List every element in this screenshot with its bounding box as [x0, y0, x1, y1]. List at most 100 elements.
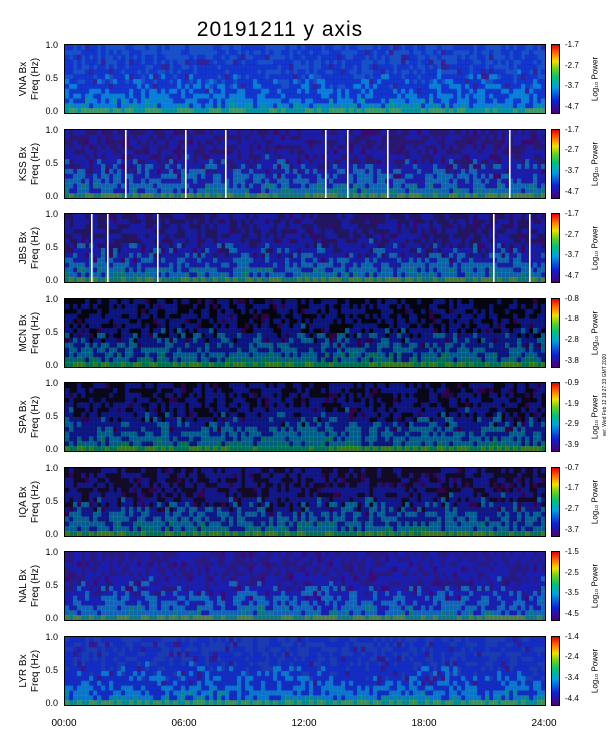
spectrogram-cell [109, 49, 114, 56]
spectrogram-cell [397, 182, 402, 189]
spectrogram-cell [445, 342, 450, 348]
spectrogram-cell [133, 88, 138, 95]
spectrogram-cell [253, 54, 258, 61]
spectrogram-cell [109, 64, 114, 70]
spectrogram-cell [497, 218, 502, 225]
spectrogram-cell [469, 233, 474, 239]
spectrogram-cell [77, 356, 82, 363]
spectrogram-cell [285, 139, 290, 145]
spectrogram-cell [165, 337, 170, 343]
spectrogram-cell [405, 322, 410, 329]
spectrogram-cell [369, 257, 374, 264]
spectrogram-cell [257, 54, 262, 61]
spectrogram-cell [349, 233, 354, 239]
spectrogram-cell [229, 308, 234, 314]
spectrogram-cell [113, 178, 118, 184]
spectrogram-cell [173, 103, 178, 109]
spectrogram-cell [537, 262, 542, 268]
spectrogram-cell [433, 178, 438, 184]
spectrogram-cell [105, 356, 110, 363]
spectrogram-cell [525, 59, 530, 65]
spectrogram-cell [169, 88, 174, 95]
spectrogram-cell [405, 272, 410, 278]
spectrogram-cell [213, 74, 218, 80]
spectrogram-cell [101, 187, 106, 194]
spectrogram-cell [189, 178, 194, 184]
spectrogram-cell [237, 223, 242, 230]
spectrogram-cell [93, 168, 98, 174]
colorbar-tick-label: -2.7 [565, 145, 579, 155]
spectrogram-cell [293, 139, 298, 145]
spectrogram-cell [69, 327, 74, 333]
spectrogram-cell [389, 178, 394, 184]
spectrogram-cell [477, 108, 482, 113]
spectrogram-cell [109, 108, 114, 113]
spectrogram-cell [321, 257, 326, 264]
spectrogram-cell [181, 257, 186, 264]
spectrogram-cell [245, 178, 250, 184]
spectrogram-cell [69, 313, 74, 319]
spectrogram-cell [125, 158, 130, 164]
spectrogram-cell [425, 347, 430, 353]
spectrogram-cell [229, 192, 234, 198]
spectrogram-cell [477, 144, 482, 150]
spectrogram-cell [149, 59, 154, 65]
spectrogram-cell [465, 238, 470, 244]
spectrogram-cell [317, 313, 322, 319]
spectrogram-cell [301, 168, 306, 174]
spectrogram-cell [521, 163, 526, 169]
spectrogram-cell [425, 98, 430, 104]
spectrogram-cell [237, 163, 242, 169]
spectrogram-cell [193, 83, 198, 90]
spectrogram-cell [121, 248, 126, 254]
spectrogram-cell [361, 182, 366, 189]
spectrogram-cell [421, 192, 426, 198]
spectrogram-cell [329, 298, 334, 304]
spectrogram-cell [217, 248, 222, 254]
spectrogram-cell [397, 267, 402, 273]
spectrogram-cell [321, 361, 326, 367]
spectrogram-cell [469, 108, 474, 113]
spectrogram-cell [417, 173, 422, 179]
spectrogram-cell [429, 214, 434, 220]
spectrogram-cell [249, 317, 254, 324]
spectrogram-cell [297, 103, 302, 109]
spectrogram-cell [329, 308, 334, 314]
spectrogram-cell [169, 356, 174, 363]
spectrogram-cell [189, 74, 194, 80]
spectrogram-cell [433, 83, 438, 90]
spectrogram-cell [137, 262, 142, 268]
spectrogram-cell [85, 49, 90, 56]
spectrogram-cell [381, 187, 386, 194]
spectrogram-cell [417, 168, 422, 174]
chart-title: 20191211 y axis [196, 18, 364, 41]
spectrogram-cell [409, 49, 414, 56]
spectrogram-cell [249, 337, 254, 343]
spectrogram-cell [361, 168, 366, 174]
spectrogram-cell [149, 238, 154, 244]
spectrogram-cell [317, 129, 322, 135]
spectrogram-cell [477, 192, 482, 198]
spectrogram-cell [449, 187, 454, 194]
spectrogram-cell [301, 228, 306, 234]
spectrogram-cell [349, 74, 354, 80]
spectrogram-cell [457, 267, 462, 273]
spectrogram-cell [317, 322, 322, 329]
spectrogram-cell [165, 313, 170, 319]
spectrogram-cell [161, 337, 166, 343]
spectrogram-cell [141, 277, 146, 282]
spectrogram-cell [277, 134, 282, 140]
spectrogram-cell [209, 327, 214, 333]
spectrogram-cell [297, 83, 302, 90]
spectrogram-cell [237, 356, 242, 363]
spectrogram-cell [481, 54, 486, 61]
spectrogram-cell [305, 218, 310, 225]
spectrogram-cell [309, 228, 314, 234]
spectrogram-cell [313, 173, 318, 179]
spectrogram-cell [409, 79, 414, 85]
spectrogram-cell [441, 347, 446, 353]
spectrogram-cell [465, 64, 470, 70]
spectrogram-cell [421, 168, 426, 174]
spectrogram-cell [321, 182, 326, 189]
spectrogram-cell [217, 313, 222, 319]
